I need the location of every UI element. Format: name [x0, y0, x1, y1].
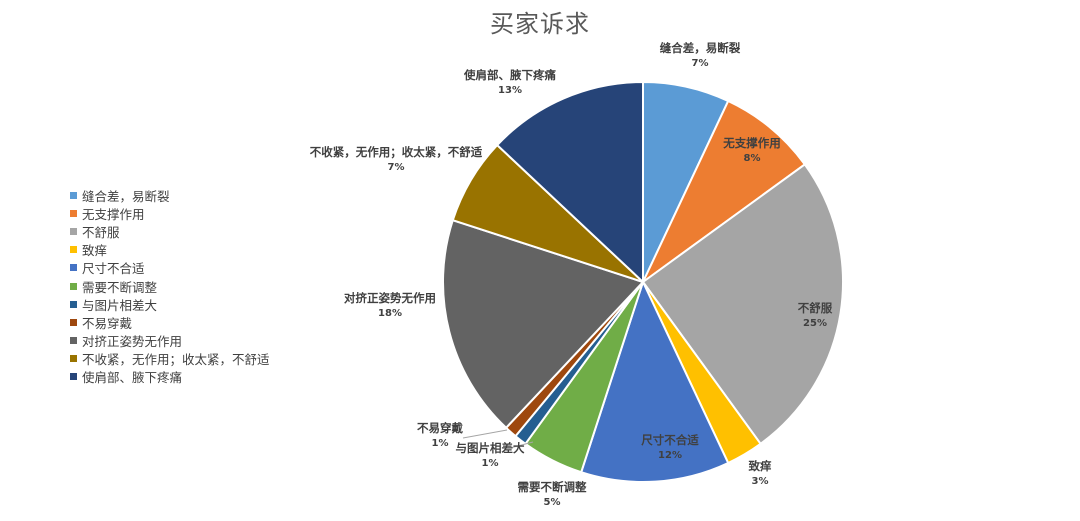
legend-swatch [70, 191, 77, 199]
slice-label: 尺寸不合适 [641, 433, 699, 447]
slice-label: 不舒服 [798, 301, 833, 315]
slice-percent: 8% [744, 153, 761, 164]
legend-label: 不舒服 [82, 224, 120, 240]
slice-percent: 7% [692, 58, 709, 69]
legend-label: 与图片相差大 [82, 297, 158, 313]
leader-line [509, 441, 534, 449]
slice-percent: 18% [378, 308, 402, 319]
legend-swatch [70, 337, 77, 345]
pie-slice [579, 279, 730, 483]
legend-label: 致痒 [82, 243, 108, 259]
slice-label: 对挤正姿势无作用 [344, 291, 436, 305]
pie-slice [641, 163, 844, 446]
legend-swatch [70, 282, 77, 290]
legend-item: 不收紧，无作用；收太紧，不舒适 [70, 350, 270, 368]
pie-slices [442, 80, 844, 483]
legend-swatch [70, 300, 77, 308]
legend-label: 无支撑作用 [82, 206, 145, 222]
legend-item: 需要不断调整 [70, 277, 270, 295]
legend-swatch [70, 227, 77, 235]
data-labels: 缝合差，易断裂 7% 无支撑作用 8% 不舒服 25% 致痒 3% 尺寸不合适 12% 需要不断调整… [310, 41, 833, 508]
legend-swatch [70, 373, 77, 381]
legend-item: 无支撑作用 [70, 204, 270, 222]
slice-percent: 12% [658, 450, 682, 461]
legend-label: 不收紧，无作用；收太紧，不舒适 [82, 352, 270, 368]
pie-slice [642, 99, 807, 283]
slice-label: 与图片相差大 [456, 441, 525, 455]
legend-swatch [70, 355, 77, 363]
slice-label: 缝合差，易断裂 [660, 41, 741, 55]
legend-swatch [70, 209, 77, 217]
leader-lines [462, 429, 534, 449]
slice-percent: 1% [482, 458, 499, 469]
legend-item: 不易穿戴 [70, 313, 270, 331]
legend-label: 需要不断调整 [82, 279, 158, 295]
legend-item: 对挤正姿势无作用 [70, 332, 270, 350]
legend-swatch [70, 318, 77, 326]
legend-label: 使肩部、腋下疼痛 [82, 370, 183, 386]
slice-label: 无支撑作用 [722, 136, 781, 150]
slice-percent: 25% [803, 318, 827, 329]
pie-slice [442, 218, 645, 430]
chart-title: 买家诉求 [490, 10, 590, 38]
slice-percent: 1% [432, 438, 449, 449]
legend-label: 不易穿戴 [82, 315, 133, 331]
slice-percent: 5% [544, 497, 561, 508]
slice-label: 致痒 [749, 459, 772, 473]
legend-label: 缝合差，易断裂 [82, 188, 170, 204]
legend-item: 尺寸不合适 [70, 259, 270, 277]
legend-item: 不舒服 [70, 222, 270, 240]
legend-swatch [70, 264, 77, 272]
legend-label: 尺寸不合适 [82, 261, 145, 277]
slice-percent: 13% [498, 85, 522, 96]
slice-label: 不收紧，无作用；收太紧，不舒适 [310, 145, 483, 159]
legend-item: 与图片相差大 [70, 295, 270, 313]
pie-slice [495, 80, 644, 285]
slice-percent: 3% [752, 476, 769, 487]
slice-percent: 7% [388, 162, 405, 173]
legend-swatch [70, 246, 77, 254]
chart-legend: 缝合差，易断裂 无支撑作用不舒服致痒尺寸不合适需要不断调整 与图片相差大 不易穿戴对挤… [70, 186, 270, 386]
leader-line [462, 429, 508, 439]
legend-label: 对挤正姿势无作用 [82, 334, 183, 350]
legend-item: 致痒 [70, 241, 270, 259]
slice-label: 需要不断调整 [518, 480, 587, 494]
legend-item: 使肩部、腋下疼痛 [70, 368, 270, 386]
slice-label: 不易穿戴 [417, 421, 463, 435]
slice-label: 使肩部、腋下疼痛 [463, 68, 556, 82]
legend-item: 缝合差，易断裂 [70, 186, 270, 204]
